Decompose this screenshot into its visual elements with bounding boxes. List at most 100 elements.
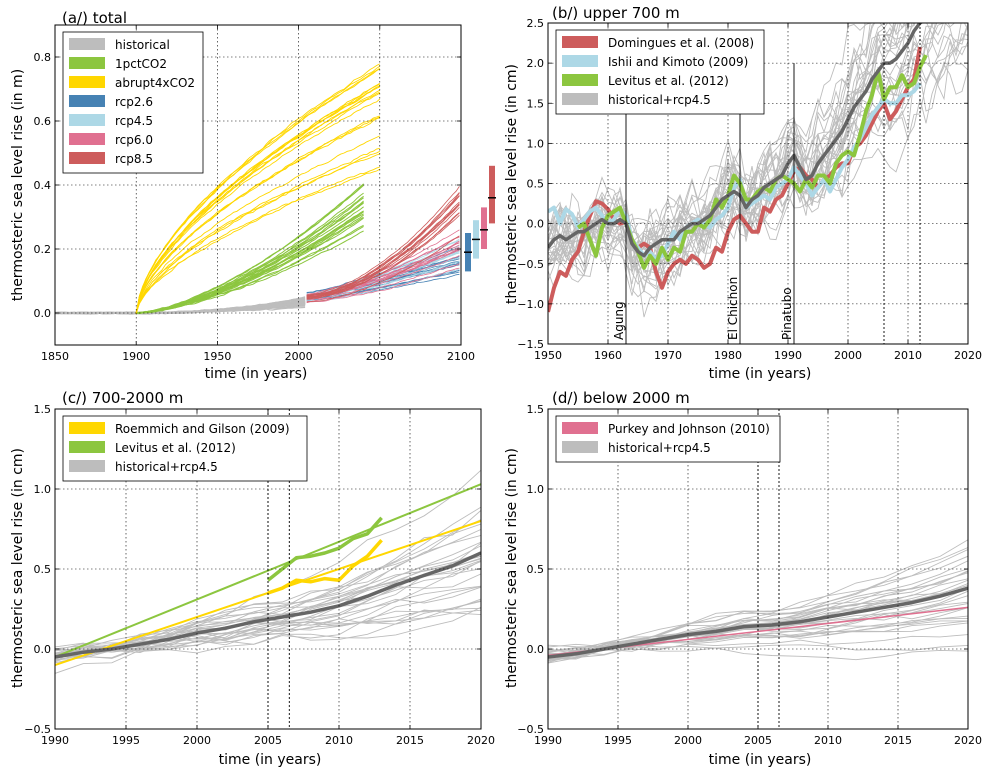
panel-b-ytick-label-1-5: −1.5 (517, 338, 544, 351)
panel-a-legend-swatch-rcp2-6 (69, 95, 105, 107)
panel-c-series-roemmich-and-gilson-2009 (267, 539, 383, 595)
panel-c-ytick-label-1-5: 1.5 (34, 403, 52, 416)
panel-b-xtick-label-1990: 1990 (774, 349, 802, 362)
panel-a-range-bar-rcp8-5 (489, 165, 495, 224)
panel-b-ytick-label-0-0: 0.0 (527, 218, 545, 231)
panel-a-abrupt4xco2-ensemble-member-1 (135, 63, 381, 314)
panel-d-ytick-label-0-5: 0.5 (527, 563, 545, 576)
panel-b-xtick-label-2020: 2020 (954, 349, 982, 362)
panel-c-xtick-label-2005: 2005 (254, 734, 282, 747)
panel-b-frame (547, 22, 969, 345)
panel-a-abrupt4xco2-ensemble-member-18 (135, 86, 380, 313)
panel-c-legend-swatch-historical-rcp4-5 (69, 460, 105, 472)
panel-a-rcp26-ensemble-member-5 (306, 273, 460, 302)
panel-d-xtick-label-2005: 2005 (744, 734, 772, 747)
panel-a-legend-label-rcp6-0: rcp6.0 (115, 133, 153, 147)
panel-a-xtick-label-2100: 2100 (447, 350, 475, 363)
panel-a-range-bar-rcp6-0 (481, 207, 487, 249)
panel-b-legend-label-domingues-et-al-2008: Domingues et al. (2008) (608, 36, 754, 50)
panel-a-legend-label-historical: historical (115, 38, 170, 52)
panel-c-frame (54, 408, 482, 730)
panel-b-legend-swatch-ishii-and-kimoto-2009 (562, 55, 598, 67)
panel-c-series-levitus-et-al-2012 (266, 516, 383, 582)
panel-d-xtick-label-2000: 2000 (674, 734, 702, 747)
panel-c-xlabel: time (in years) (219, 752, 322, 768)
panel-a-legend-swatch-abrupt4xco2 (69, 76, 105, 88)
panel-b-volcano-label-agung: Agung (612, 301, 626, 340)
panel-c-legend-label-roemmich-and-gilson-2009: Roemmich and Gilson (2009) (115, 422, 290, 436)
panel-a-rcp85-ensemble-member-9 (306, 215, 460, 300)
panel-b-volcano-label-pinatubo: Pinatubo (780, 287, 794, 340)
panel-d-xtick-label-1995: 1995 (604, 734, 632, 747)
panel-c-series-historical-rcp4-5 (55, 551, 481, 659)
panel-b-ensemble-member-16 (548, 23, 910, 293)
panel-a-legend-label-rcp2-6: rcp2.6 (115, 95, 153, 109)
panel-b-xlabel: time (in years) (709, 366, 812, 382)
panel-a-total: (a/) total time (in years) thermosteric … (10, 9, 496, 382)
panel-d-title: (d/) below 2000 m (552, 389, 690, 407)
panel-d-xtick-label-2010: 2010 (814, 734, 842, 747)
panel-c-ytick-label-1-0: 1.0 (34, 483, 52, 496)
panel-d-ytick-label-1-0: 1.0 (527, 483, 545, 496)
panel-a-ytick-label-0-6: 0.6 (34, 115, 52, 128)
panel-d-frame (547, 408, 969, 730)
panel-a-xtick-label-1900: 1900 (122, 350, 150, 363)
panel-b-ytick-label-0-5: −0.5 (517, 258, 544, 271)
panel-d-ytick-label-0-5: −0.5 (517, 723, 544, 736)
panel-b-legend-label-historical-rcp4-5: historical+rcp4.5 (608, 93, 711, 107)
panel-a-legend-swatch-1pctco2 (69, 57, 105, 69)
panel-c-ytick-label-0-5: 0.5 (34, 563, 52, 576)
panel-a-rcp85-ensemble-member-7 (306, 193, 460, 296)
panel-c-ytick-label-0-5: −0.5 (24, 723, 51, 736)
panel-d-xtick-label-2015: 2015 (884, 734, 912, 747)
panel-a-frame (54, 24, 462, 346)
panel-a-abrupt4xco2-ensemble-member-14 (135, 166, 380, 314)
panel-a-legend-label-abrupt4xco2: abrupt4xCO2 (115, 76, 195, 90)
panel-b-ytick-label-1-5: 1.5 (527, 97, 545, 110)
panel-b-ensemble-member-22 (548, 23, 885, 261)
panel-d-xlabel: time (in years) (709, 752, 812, 768)
panel-a-1pctco2-ensemble-member-11 (136, 230, 364, 314)
panel-a-legend-swatch-rcp6-0 (69, 133, 105, 145)
panel-b-ensemble-member-20 (548, 23, 895, 278)
panel-a-rcp60-ensemble-member-12 (306, 263, 460, 302)
panel-c-xtick-label-2015: 2015 (396, 734, 424, 747)
panel-a-title: (a/) total (62, 9, 127, 27)
panel-a-legend-label-rcp4-5: rcp4.5 (115, 114, 153, 128)
panel-b-xtick-label-2010: 2010 (894, 349, 922, 362)
panel-d-ytick-label-1-5: 1.5 (527, 403, 545, 416)
panel-a-abrupt4xco2-ensemble-member-16 (135, 116, 380, 313)
panel-b-xtick-label-1960: 1960 (594, 349, 622, 362)
panel-d-xtick-label-1990: 1990 (534, 734, 562, 747)
panel-a-rcp85-ensemble-member-4 (306, 201, 460, 298)
panel-c-legend-swatch-roemmich-and-gilson-2009 (69, 422, 105, 434)
panel-c-xtick-label-2010: 2010 (325, 734, 353, 747)
panel-a-legend-label-1pctco2: 1pctCO2 (115, 57, 167, 71)
panel-a-1pctco2-ensemble-member-17 (136, 201, 364, 314)
panel-d-xtick-label-2020: 2020 (954, 734, 982, 747)
panel-a-legend-swatch-rcp4-5 (69, 114, 105, 126)
panel-a-ytick-label-0-2: 0.2 (34, 243, 52, 256)
panel-a-rcp85-ensemble-member-12 (306, 195, 460, 297)
panel-a-plot-area (55, 63, 460, 315)
panel-a-abrupt4xco2-ensemble-member-21 (135, 147, 380, 314)
panel-b-ylabel: thermosteric sea level rise (in cm) (504, 64, 520, 304)
panel-b-ytick-label-1-0: 1.0 (527, 137, 545, 150)
panel-a-ylabel: thermosteric sea level rise (in m) (10, 69, 26, 301)
panel-b-ytick-label-2-5: 2.5 (527, 17, 545, 30)
panel-c-legend-label-historical-rcp4-5: historical+rcp4.5 (115, 460, 218, 474)
panel-a-rcp85-ensemble-member-13 (306, 203, 460, 298)
panel-b-xtick-label-2000: 2000 (834, 349, 862, 362)
panel-c-legend-label-levitus-et-al-2012: Levitus et al. (2012) (115, 441, 236, 455)
panel-b-plot-area (548, 23, 968, 318)
panel-b-title: (b/) upper 700 m (552, 4, 680, 22)
panel-b-xtick-label-1950: 1950 (534, 349, 562, 362)
panel-b-legend-swatch-levitus-et-al-2012 (562, 74, 598, 86)
panel-b-series-historical-rcp4-5 (548, 23, 924, 258)
panel-a-legend-swatch-rcp8-5 (69, 152, 105, 164)
panel-d-below-2000m: (d/) below 2000 m time (in years) thermo… (504, 389, 982, 768)
panel-a-xtick-label-2000: 2000 (285, 350, 313, 363)
panel-b-legend-swatch-domingues-et-al-2008 (562, 36, 598, 48)
panel-b-ytick-label-2-0: 2.0 (527, 57, 545, 70)
